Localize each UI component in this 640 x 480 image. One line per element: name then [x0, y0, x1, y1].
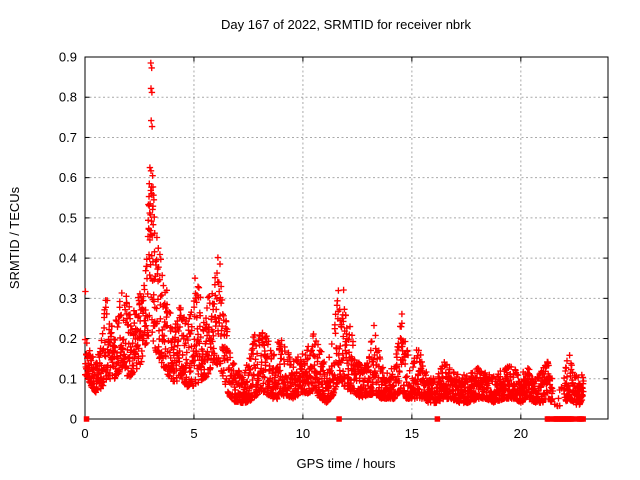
y-tick-label: 0.9 — [59, 50, 77, 65]
tick-labels: 0 5 10 15 20 0 0.1 0.2 0.3 0.4 0.5 0.6 0.7 0.8 0.9 — [59, 50, 528, 442]
x-tick-label: 20 — [514, 426, 528, 441]
x-tick-label: 0 — [81, 426, 88, 441]
x-tick-label: 15 — [405, 426, 419, 441]
x-axis-label: GPS time / hours — [297, 456, 396, 471]
zero-value-marker — [336, 416, 342, 422]
y-tick-label: 0.4 — [59, 251, 77, 266]
x-tick-label: 5 — [190, 426, 197, 441]
chart-title: Day 167 of 2022, SRMTID for receiver nbr… — [221, 17, 471, 32]
x-tick-label: 10 — [296, 426, 310, 441]
y-tick-label: 0.1 — [59, 371, 77, 386]
zero-value-marker — [83, 416, 90, 422]
y-tick-label: 0.2 — [59, 331, 77, 346]
plot-border — [84, 56, 609, 420]
y-tick-label: 0.5 — [59, 210, 77, 225]
y-tick-label: 0.3 — [59, 291, 77, 306]
zero-value-marker — [569, 416, 576, 422]
y-tick-label: 0.8 — [59, 90, 77, 105]
zero-value-marker — [580, 416, 586, 422]
zero-value-marker — [545, 416, 552, 422]
data-points-layer — [81, 59, 587, 422]
y-tick-label: 0.7 — [59, 130, 77, 145]
y-axis-label: SRMTID / TECUs — [7, 186, 22, 289]
scatter-points — [81, 59, 587, 410]
zero-value-marker — [434, 416, 441, 422]
y-tick-label: 0.6 — [59, 170, 77, 185]
y-tick-label: 0 — [70, 412, 77, 427]
